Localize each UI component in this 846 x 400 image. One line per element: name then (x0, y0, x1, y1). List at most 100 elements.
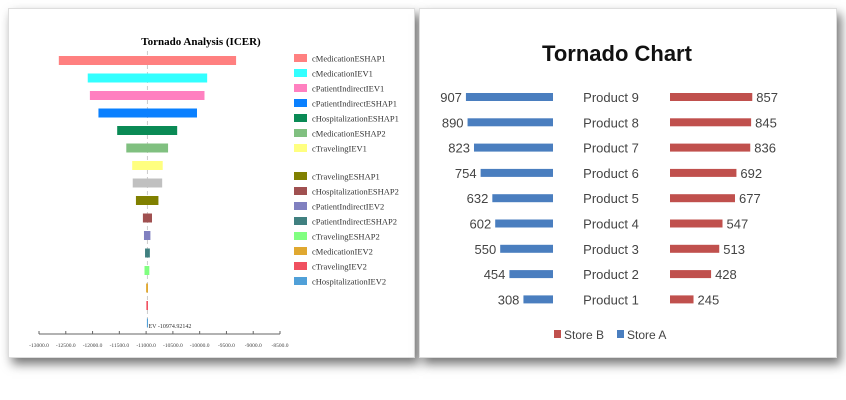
data-label-store-b: 836 (754, 141, 776, 156)
legend-swatch (294, 129, 307, 137)
legend-label: Store B (564, 328, 604, 342)
bar-store-b (670, 168, 737, 177)
bar-cHospitalizationESHAP1 (117, 126, 178, 135)
category-label: Product 3 (583, 242, 639, 257)
data-label-store-a: 754 (455, 166, 477, 181)
bar-cPatientIndirectESHAP2 (145, 248, 150, 258)
data-label-store-a: 550 (474, 242, 496, 257)
legend-swatch (294, 187, 307, 195)
x-tick-label: -10500.0 (163, 343, 183, 349)
bar-cPatientIndirectESHAP1 (98, 108, 197, 118)
legend-label: cTravelingESHAP1 (312, 172, 380, 182)
legend-swatch (294, 69, 307, 77)
bar-store-a (467, 118, 553, 127)
x-tick-label: -10000.0 (190, 343, 210, 349)
bar-store-a (480, 168, 553, 177)
bar-store-a (495, 219, 553, 228)
bar-cPatientIndirectIEV2 (143, 231, 151, 240)
store-tornado-chart: Tornado Chart 907 Product 9 857 890 Product … (440, 41, 778, 342)
icer-tornado-panel: Tornado Analysis (ICER) EV -10974.92142 -… (8, 8, 415, 358)
legend-swatch (294, 232, 307, 240)
legend-label: cMedicationIEV2 (312, 247, 373, 257)
legend-swatch (294, 99, 307, 107)
data-label-store-b: 547 (727, 217, 749, 232)
bar-store-b (670, 295, 694, 304)
bar-store-a (492, 194, 553, 203)
category-label: Product 5 (583, 191, 639, 206)
bar-cTravelingESHAP2 (144, 266, 150, 275)
bar-store-b (670, 143, 751, 152)
category-label: Product 8 (583, 115, 639, 130)
legend-label: cHospitalizationIEV2 (312, 277, 386, 287)
data-label-store-a: 308 (498, 292, 520, 307)
legend-label: cPatientIndirectESHAP2 (312, 217, 397, 227)
category-label: Product 9 (583, 90, 639, 105)
category-label: Product 7 (583, 141, 639, 156)
legend-swatch (294, 172, 307, 180)
bar-cHospitalizationIEV2 (146, 318, 148, 328)
bar-store-a (473, 143, 553, 152)
x-tick-label: -9500.0 (218, 343, 235, 349)
x-tick-label: -11000.0 (136, 343, 156, 349)
category-label: Product 1 (583, 292, 639, 307)
legend-label: cMedicationESHAP1 (312, 54, 386, 64)
data-label-store-b: 692 (740, 166, 762, 181)
bar-cMedicationESHAP2 (126, 143, 169, 153)
bar-store-a (500, 244, 553, 253)
data-label-store-a: 890 (442, 115, 464, 130)
x-tick-label: -12000.0 (83, 343, 103, 349)
bar-cPatientIndirectIEV1 (89, 91, 205, 100)
legend-label: cTravelingIEV1 (312, 144, 367, 154)
legend-swatch (294, 202, 307, 210)
data-label-store-b: 428 (715, 267, 737, 282)
legend-label: cHospitalizationESHAP1 (312, 114, 399, 124)
baseline-label: EV -10974.92142 (148, 324, 191, 330)
store-tornado-panel: Tornado Chart 907 Product 9 857 890 Product … (419, 8, 837, 358)
data-label-store-a: 907 (440, 90, 462, 105)
bar-cMedicationIEV2 (146, 283, 148, 293)
legend-label: Store A (627, 328, 666, 342)
legend-swatch (294, 54, 307, 62)
legend-swatch (294, 262, 307, 270)
category-label: Product 6 (583, 166, 639, 181)
bar-cHospitalizationESHAP2 (142, 213, 153, 223)
legend-swatch (294, 144, 307, 152)
x-tick-label: -11500.0 (110, 343, 130, 349)
data-label-store-b: 245 (698, 292, 720, 307)
bar-store-b (670, 219, 723, 228)
legend-label: cHospitalizationESHAP2 (312, 187, 399, 197)
bar-store-a (465, 93, 553, 101)
bar-store-a (509, 270, 553, 279)
bar-cTravelingESHAP1 (135, 196, 159, 205)
chart-title: Tornado Analysis (ICER) (141, 36, 261, 48)
legend-swatch (294, 217, 307, 225)
data-label-store-a: 454 (484, 267, 506, 282)
data-label-store-b: 677 (739, 191, 761, 206)
legend-swatch (554, 330, 561, 338)
legend-swatch (617, 330, 624, 338)
bar-store-b (670, 118, 752, 127)
bar-cMedicationESHAP1 (58, 56, 237, 65)
icer-tornado-chart: Tornado Analysis (ICER) EV -10974.92142 -… (29, 36, 399, 349)
category-label: Product 4 (583, 217, 639, 232)
bar-cTravelingIEV2 (146, 301, 148, 310)
data-label-store-b: 513 (723, 242, 745, 257)
legend-label: cTravelingESHAP2 (312, 232, 380, 242)
legend-swatch (294, 114, 307, 122)
x-tick-label: -13000.0 (29, 343, 49, 349)
legend-label: cPatientIndirectIEV2 (312, 202, 384, 212)
x-tick-label: -8500.0 (272, 343, 289, 349)
data-label-store-b: 857 (756, 90, 778, 105)
category-label: Product 2 (583, 267, 639, 282)
legend-label: cMedicationESHAP2 (312, 129, 386, 139)
bar-store-b (670, 244, 720, 253)
legend-swatch (294, 247, 307, 255)
bar-cMedicationIEV1 (87, 73, 208, 83)
legend-swatch (294, 84, 307, 92)
x-tick-label: -12500.0 (56, 343, 76, 349)
data-label-store-a: 602 (470, 217, 492, 232)
bar-store-b (670, 194, 735, 203)
legend-label: cPatientIndirectESHAP1 (312, 99, 397, 109)
bar-cTravelingIEV1 (132, 161, 163, 170)
bar-store-a (523, 295, 553, 304)
